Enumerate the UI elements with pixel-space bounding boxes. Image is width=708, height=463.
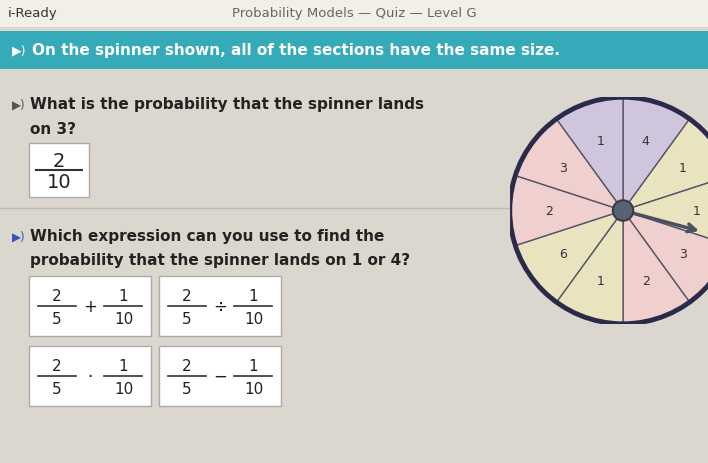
Text: On the spinner shown, all of the sections have the same size.: On the spinner shown, all of the section… — [32, 44, 560, 58]
Wedge shape — [623, 98, 690, 211]
Text: 2: 2 — [545, 205, 554, 218]
Text: ÷: ÷ — [213, 297, 227, 315]
FancyBboxPatch shape — [29, 144, 89, 198]
Text: +: + — [83, 297, 97, 315]
Text: ▶): ▶) — [12, 98, 25, 111]
Text: 2: 2 — [181, 288, 191, 303]
Circle shape — [613, 201, 633, 221]
Text: 10: 10 — [114, 382, 133, 396]
FancyBboxPatch shape — [29, 276, 151, 336]
Text: probability that the spinner lands on 1 or 4?: probability that the spinner lands on 1 … — [30, 253, 410, 268]
Wedge shape — [515, 119, 623, 211]
Wedge shape — [623, 119, 708, 211]
Text: 5: 5 — [52, 382, 61, 396]
Text: Probability Models — Quiz — Level G: Probability Models — Quiz — Level G — [232, 7, 476, 20]
FancyBboxPatch shape — [29, 346, 151, 406]
Text: 1: 1 — [249, 288, 258, 303]
Text: Which expression can you use to find the: Which expression can you use to find the — [30, 229, 384, 244]
Wedge shape — [623, 211, 690, 324]
FancyBboxPatch shape — [159, 346, 281, 406]
Text: 2: 2 — [642, 275, 650, 288]
Text: 3: 3 — [559, 162, 567, 175]
Text: 3: 3 — [679, 248, 687, 261]
Text: 5: 5 — [181, 382, 191, 396]
Text: −: − — [213, 367, 227, 385]
Text: 6: 6 — [559, 248, 567, 261]
Wedge shape — [515, 211, 623, 302]
Text: 1: 1 — [249, 358, 258, 373]
Wedge shape — [556, 211, 623, 324]
Text: 5: 5 — [52, 312, 61, 326]
Text: 2: 2 — [181, 358, 191, 373]
Text: 2: 2 — [53, 152, 65, 171]
Text: 10: 10 — [47, 173, 72, 192]
Text: ·: · — [87, 367, 93, 385]
Text: 2: 2 — [52, 358, 61, 373]
Text: 10: 10 — [114, 312, 133, 326]
Wedge shape — [556, 98, 623, 211]
Text: 5: 5 — [181, 312, 191, 326]
Wedge shape — [623, 176, 708, 246]
Wedge shape — [623, 211, 708, 302]
Bar — [0, 0, 708, 28]
Text: ▶): ▶) — [12, 230, 25, 243]
Text: on 3?: on 3? — [30, 121, 76, 136]
Text: ▶): ▶) — [12, 44, 26, 57]
Text: 10: 10 — [244, 312, 263, 326]
Text: 1: 1 — [119, 358, 128, 373]
Text: 1: 1 — [596, 135, 604, 148]
Text: i-Ready: i-Ready — [8, 7, 58, 20]
Text: What is the probability that the spinner lands: What is the probability that the spinner… — [30, 97, 424, 112]
Bar — [0, 32, 708, 70]
Text: 2: 2 — [52, 288, 61, 303]
Text: 10: 10 — [244, 382, 263, 396]
Text: 1: 1 — [679, 162, 687, 175]
Text: 4: 4 — [642, 135, 650, 148]
Text: 1: 1 — [596, 275, 604, 288]
Text: 1: 1 — [692, 205, 701, 218]
Wedge shape — [510, 176, 623, 246]
FancyBboxPatch shape — [159, 276, 281, 336]
Text: 1: 1 — [119, 288, 128, 303]
